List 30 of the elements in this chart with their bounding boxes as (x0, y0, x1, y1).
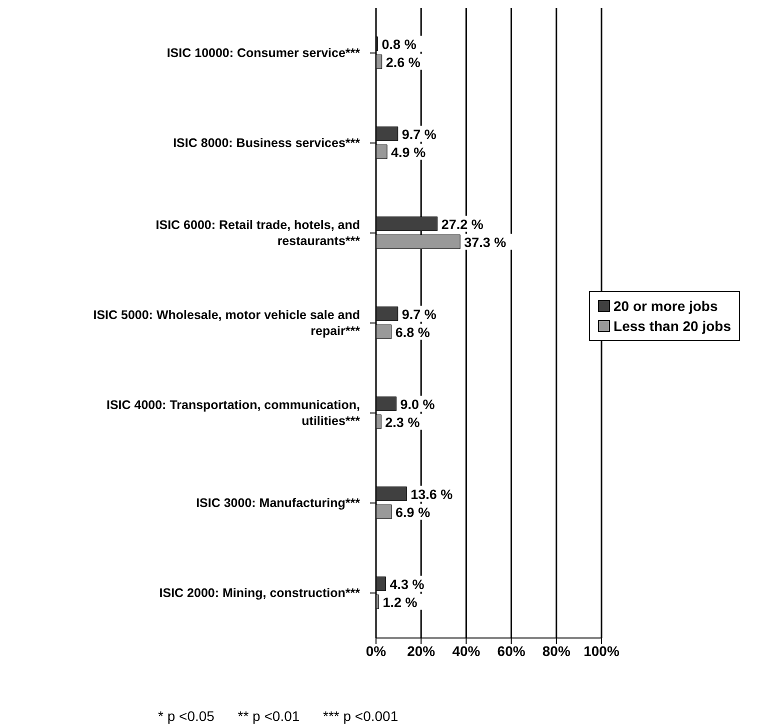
y-tick-label: ISIC 4000: Transportation, communication, utilities*** (106, 398, 360, 428)
data-label: 2.3 % (385, 414, 420, 430)
data-label: 13.6 % (410, 486, 453, 502)
x-tick-label: 20% (407, 642, 436, 659)
data-label: 27.2 % (441, 216, 484, 232)
y-tick-label: ISIC 8000: Business services*** (173, 136, 360, 150)
x-tick-label: 100% (584, 642, 620, 659)
y-tick-label: ISIC 5000: Wholesale, motor vehicle sale and repair*** (93, 308, 360, 338)
x-tick-label: 0% (366, 642, 387, 659)
x-tick-label: 60% (497, 642, 526, 659)
y-tick-label: ISIC 3000: Manufacturing*** (196, 496, 360, 510)
x-tick-label: 40% (452, 642, 481, 659)
data-label: 2.6 % (386, 54, 420, 70)
data-label: 9.0 % (400, 396, 435, 412)
data-label: 4.9 % (391, 144, 426, 160)
data-label: 37.3 % (464, 234, 506, 250)
data-label: 9.7 % (402, 306, 436, 322)
y-tick-label: ISIC 6000: Retail trade, hotels, and restaurants*** (156, 218, 360, 248)
y-tick-label: ISIC 10000: Consumer service*** (166, 46, 360, 60)
legend-label: Less than 20 jobs (612, 317, 731, 336)
x-tick-label: 80% (542, 642, 571, 659)
data-label: 1.2 % (382, 594, 418, 610)
legend-label: 20 or more jobs (612, 297, 719, 316)
data-label: 6.8 % (395, 324, 430, 340)
data-label: 9.7 % (402, 126, 436, 142)
data-label: 0.8 % (382, 36, 416, 52)
y-tick-label: ISIC 2000: Mining, construction*** (159, 586, 360, 600)
data-label: 4.3 % (390, 576, 424, 592)
data-label: 6.9 % (396, 504, 430, 520)
text: * p <0.05 ** p <0.01 *** p <0.001 (158, 708, 400, 724)
